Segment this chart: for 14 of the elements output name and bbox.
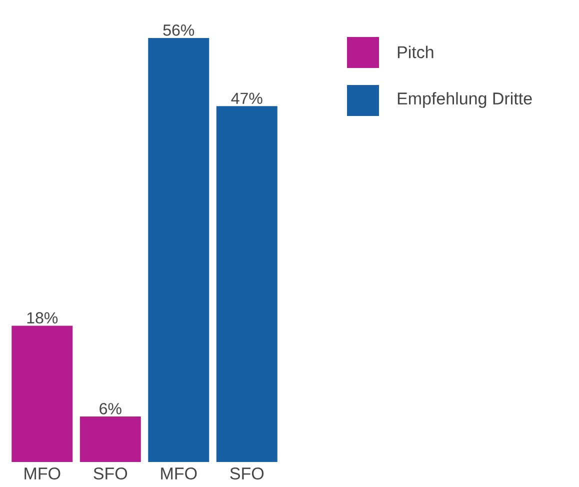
bar xyxy=(216,106,278,462)
data-label: 47% xyxy=(231,92,262,104)
legend-label: Empfehlung Dritte xyxy=(398,92,532,108)
data-label: 56% xyxy=(163,24,194,36)
x-tick-label: SFO xyxy=(230,468,264,480)
data-label: 6% xyxy=(100,403,122,414)
x-tick-label: MFO xyxy=(161,468,197,480)
data-label: 18% xyxy=(27,312,58,324)
x-tick-label: SFO xyxy=(94,468,128,480)
legend-label: Pitch xyxy=(398,46,434,58)
bar xyxy=(80,416,141,462)
bar xyxy=(12,326,73,462)
bar xyxy=(148,38,210,462)
x-tick-label: MFO xyxy=(24,468,60,480)
